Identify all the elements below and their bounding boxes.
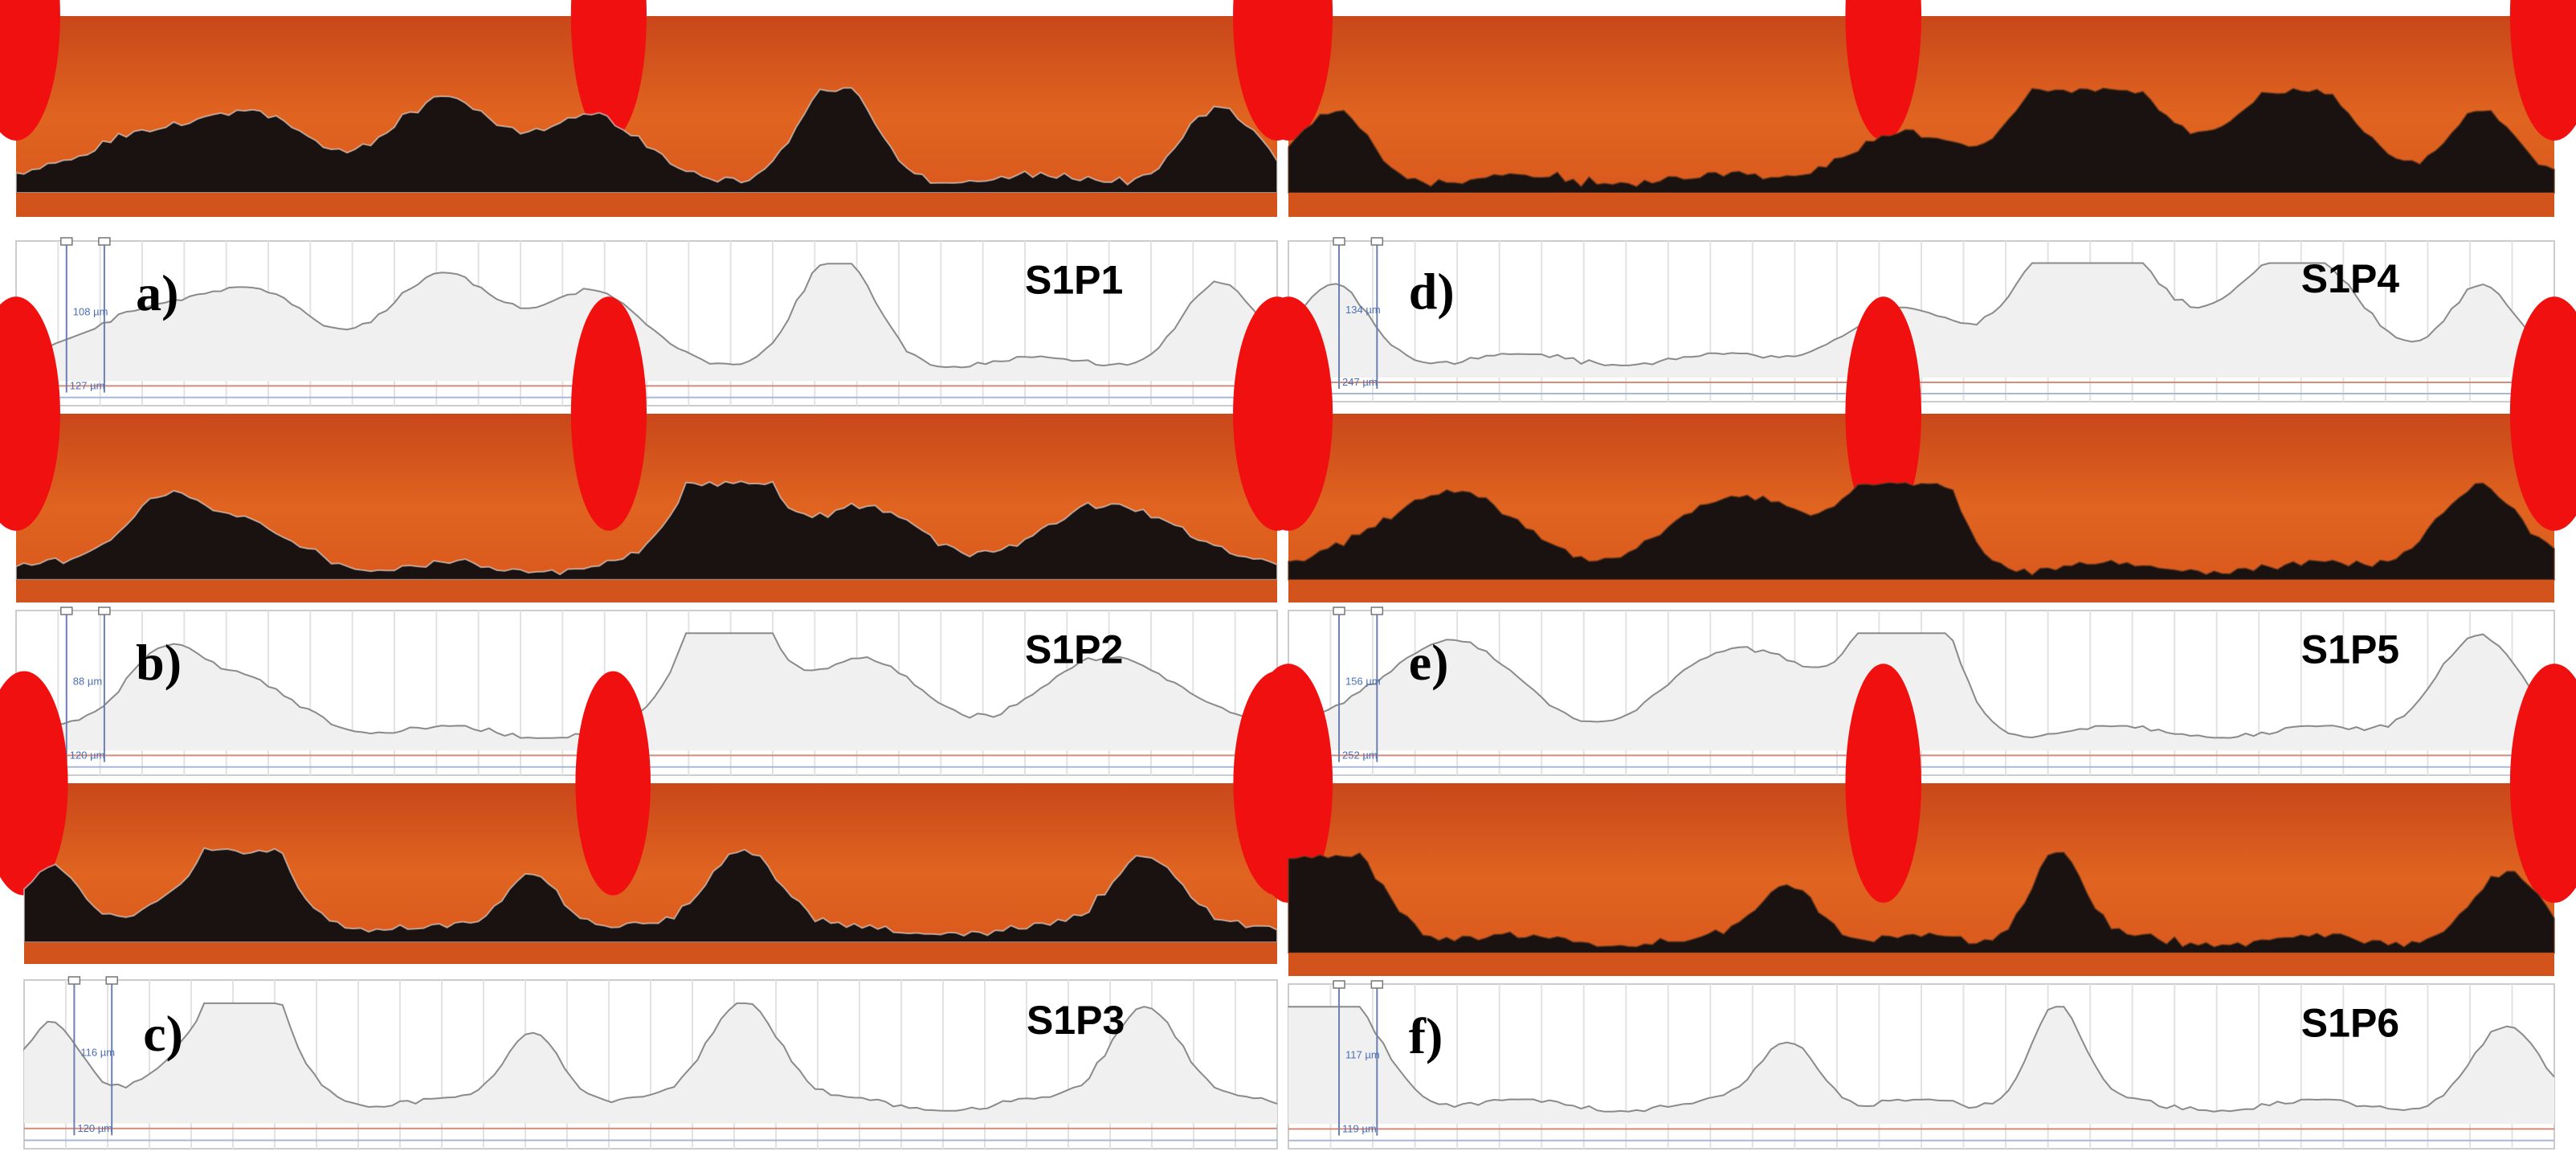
profile-line (1288, 1006, 2555, 1113)
surface-highlight (1288, 851, 2555, 954)
width-measure: 120 µm (77, 1122, 112, 1134)
tip-shadow (1243, 0, 1333, 141)
tip-shadow (570, 296, 647, 531)
profile-area (1288, 263, 2554, 378)
micrograph-base (16, 579, 1277, 602)
panel-label: e) (1409, 634, 1449, 691)
tip-shadow (1243, 664, 1333, 903)
sample-label: S1P4 (2301, 256, 2400, 301)
sample-label: S1P5 (2301, 627, 2399, 672)
panel-label: d) (1409, 263, 1455, 320)
panel-label: c) (143, 1005, 183, 1062)
height-measure: 116 µm (80, 1047, 115, 1059)
tip-shadow (0, 0, 60, 141)
profile-line (1288, 262, 2555, 366)
height-measure: 156 µm (1345, 675, 1381, 687)
panel: 134 µm 247 µm d) S1P4 (1243, 0, 2576, 402)
surface (16, 481, 1277, 580)
tip-shadow (2509, 664, 2576, 903)
surface-highlight (23, 847, 1278, 943)
panel: 156 µm 252 µm e) S1P5 (1243, 296, 2576, 776)
panel: 117 µm 119 µm f) S1P6 (1243, 664, 2576, 1150)
sample-label: S1P6 (2301, 1001, 2399, 1046)
cursor-handle (1333, 237, 1345, 246)
cursor-handle (1333, 980, 1345, 989)
tip-shadow (0, 296, 60, 531)
height-measure: 117 µm (1345, 1048, 1380, 1060)
tip-shadow (2509, 296, 2576, 531)
cursor-handle (1370, 237, 1384, 246)
panel: 108 µm 127 µm a) S1P1 (0, 0, 1321, 406)
surface-highlight (15, 480, 1278, 581)
sample-label: S1P1 (1025, 258, 1123, 303)
profile-area (24, 1003, 1277, 1124)
width-measure: 252 µm (1342, 749, 1378, 762)
cursor-handle (98, 607, 111, 615)
tip-shadow (575, 671, 651, 896)
micrograph-base (16, 193, 1277, 217)
cursor-handle (1333, 607, 1345, 615)
cursor-handle (105, 976, 118, 985)
profile-line (15, 263, 1278, 369)
sample-label: S1P2 (1025, 627, 1123, 672)
micrograph-base (1288, 579, 2554, 602)
height-measure: 88 µm (73, 675, 102, 687)
panel-label: a) (136, 264, 178, 321)
width-measure: 120 µm (70, 749, 105, 762)
profile-area (16, 633, 1277, 751)
tip-shadow (1845, 0, 1921, 141)
surface-highlight (1288, 481, 2555, 581)
surface (1288, 852, 2554, 954)
surface (16, 88, 1277, 193)
surface (1288, 482, 2554, 580)
tip-shadow (570, 0, 647, 141)
height-measure: 108 µm (73, 305, 108, 317)
micrograph-base (24, 942, 1277, 964)
micrograph-base (1288, 953, 2554, 976)
tip-shadow (1243, 296, 1333, 531)
tip-shadow (0, 671, 68, 896)
surface-highlight (15, 87, 1278, 194)
width-measure: 247 µm (1342, 376, 1378, 388)
cursor-handle (1370, 607, 1384, 615)
profile-line (15, 632, 1278, 739)
cursor-handle (98, 237, 111, 246)
width-measure: 127 µm (70, 380, 105, 392)
tip-shadow (2509, 0, 2576, 141)
cursor-handle (60, 237, 73, 246)
profile-line (23, 1002, 1278, 1112)
cursor-handle (1370, 980, 1384, 989)
profile-area (1288, 633, 2554, 751)
surface (1288, 88, 2554, 193)
height-measure: 134 µm (1345, 304, 1381, 316)
profile-area (16, 263, 1277, 382)
tip-shadow (1845, 296, 1921, 531)
profile-line (1288, 632, 2555, 739)
panel-label: b) (136, 634, 182, 691)
cursor-handle (67, 976, 81, 985)
cursor-handle (60, 607, 73, 615)
sample-label: S1P3 (1027, 998, 1125, 1043)
micrograph-base (1288, 193, 2554, 217)
profile-area (1288, 1007, 2554, 1125)
surface-highlight (1288, 87, 2555, 194)
tip-shadow (1845, 664, 1921, 903)
panel: 88 µm 120 µm b) S1P2 (0, 296, 1321, 776)
panel-label: f) (1409, 1007, 1443, 1064)
width-measure: 119 µm (1342, 1123, 1377, 1135)
